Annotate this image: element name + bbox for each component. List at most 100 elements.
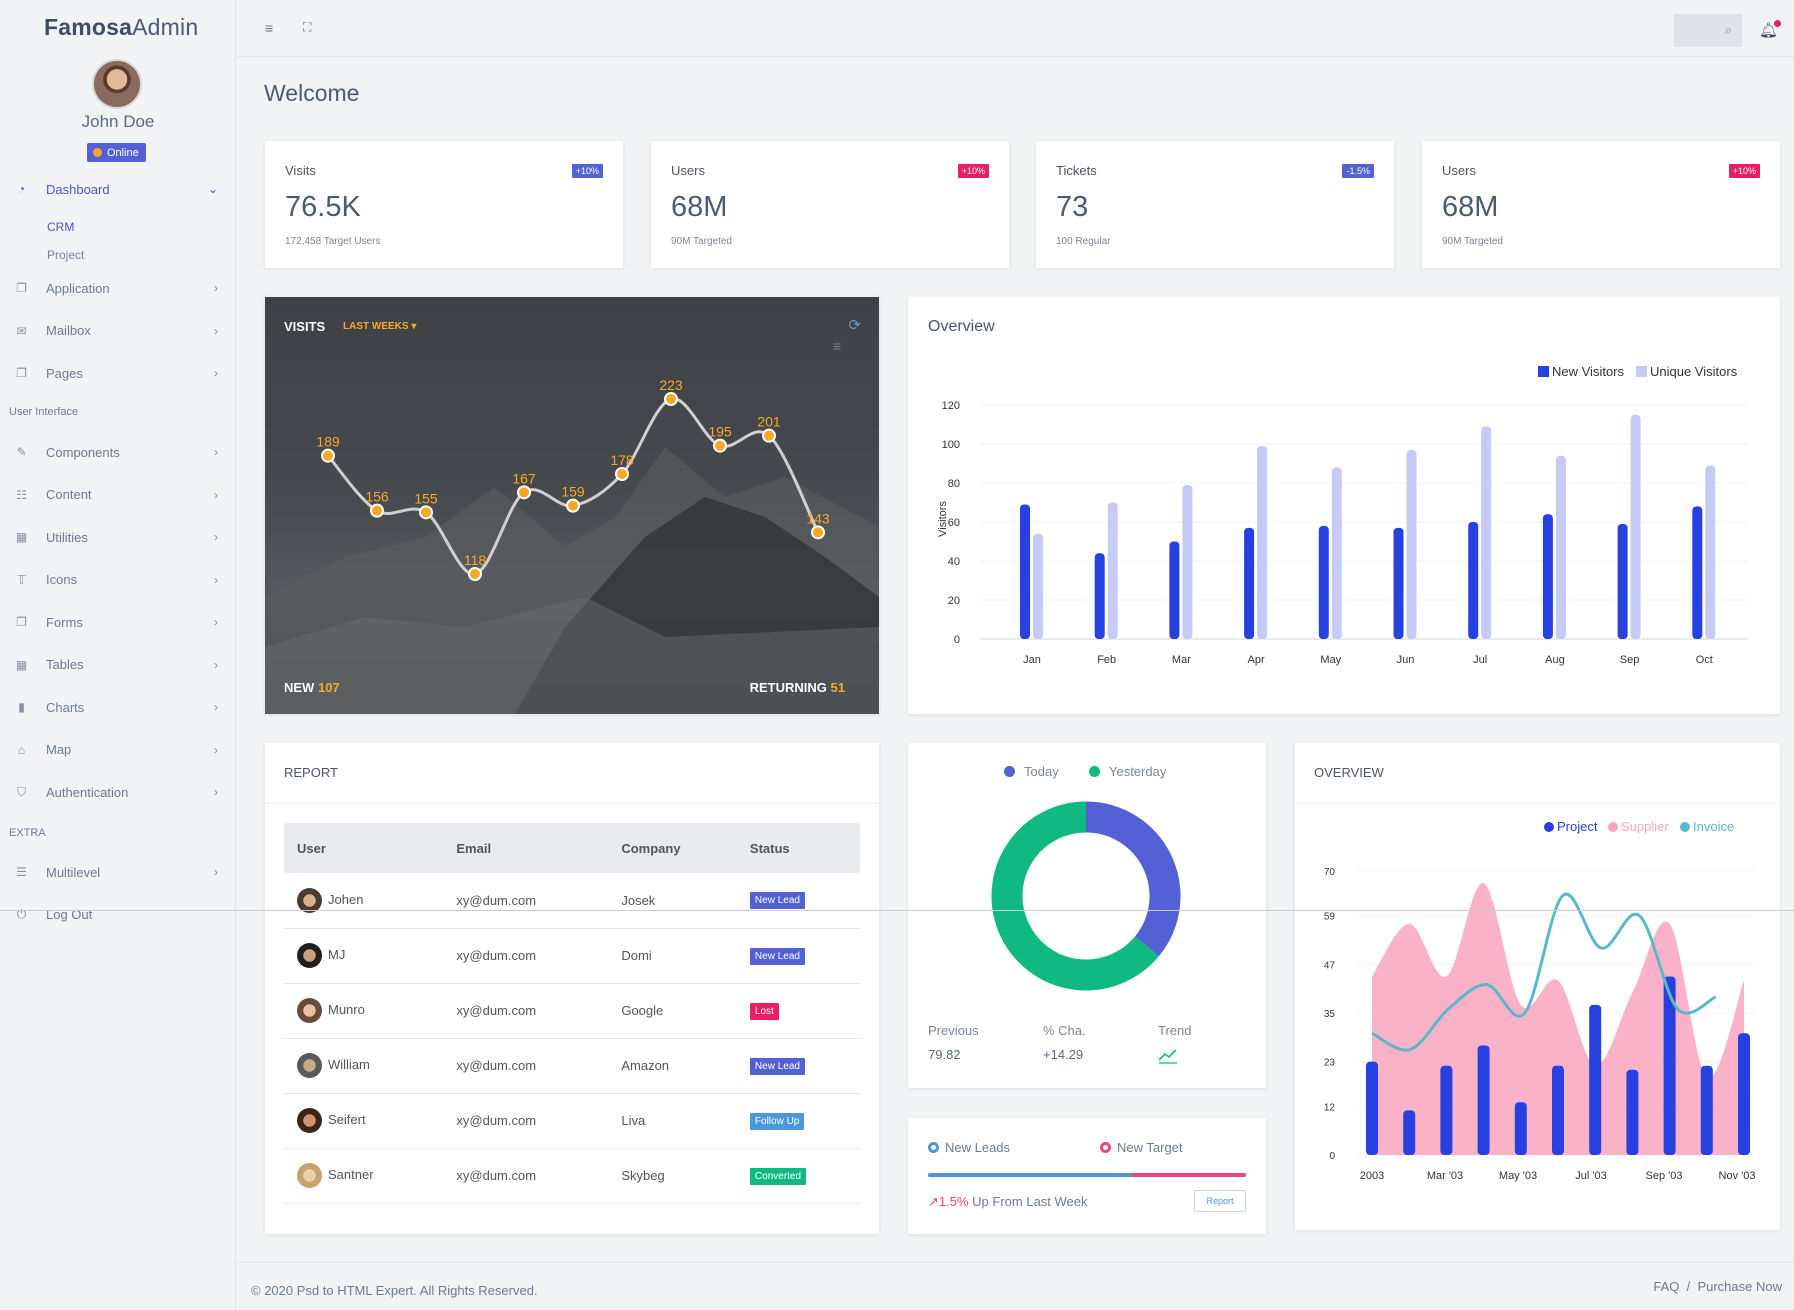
y-tick-label: 59 [1324,912,1336,923]
bar-unique-visitors [1406,449,1417,639]
status-cell: Converted [736,1148,860,1204]
stat-value: 73 [1056,191,1089,223]
bar-unique-visitors [1331,467,1342,639]
visits-data-label: 201 [757,414,781,430]
bar-project [1589,1004,1602,1155]
avatar [297,1108,322,1133]
charts-icon: ▮ [18,700,25,714]
user-cell: Seifert [284,1093,444,1149]
leads-progress-bar [928,1173,1246,1177]
sidebar-item-application[interactable]: ❐ Application › [0,273,236,303]
sidebar-item-forms[interactable]: ❒ Forms › [0,607,236,637]
table-header-status[interactable]: Status [736,823,860,873]
stat-subtitle: 172,458 Target Users [285,236,381,247]
user-avatar[interactable] [92,59,142,109]
sidebar-item-mailbox[interactable]: ✉ Mailbox › [0,316,236,346]
notification-bell-icon[interactable]: 🔔︎ [1759,20,1782,39]
visits-point [370,503,384,518]
sidebar-item-authentication[interactable]: ⛉ Authentication › [0,777,236,807]
stat-value: 76.5K [285,191,361,223]
visits-point [811,525,825,540]
sidebar-item-tables[interactable]: ▦ Tables › [15,657,218,672]
legend-dot-icon [1544,822,1554,832]
status-badge: Online [87,143,146,162]
bar-new-visitors [1692,506,1703,639]
fullscreen-icon[interactable]: ⛶ [303,20,312,34]
stat-badge: -1.5% [1342,164,1374,178]
purchase-now-link[interactable]: Purchase Now [1697,1279,1782,1294]
user-cell: Munro [284,983,444,1039]
trend-up-icon: ↗ [928,1194,939,1209]
footer: © 2020 Psd to HTML Expert. All Rights Re… [237,1262,1794,1310]
status-cell: New Lead [736,873,860,929]
table-row[interactable]: Santner xy@dum.com Skybeg Converted [284,1148,860,1204]
multilevel-icon: ☰ [16,865,27,879]
user-cell: Santner [284,1148,444,1204]
sidebar-item-logout[interactable]: ⏻ Log Out [0,899,236,929]
sidebar-item-content[interactable]: ☷ Content › [0,480,236,510]
table-row[interactable]: Seifert xy@dum.com Liva Follow Up [284,1093,860,1149]
report-button[interactable]: Report [1194,1190,1246,1212]
status-dot-icon [93,148,102,157]
stat-card-tickets: Tickets 73 100 Regular -1.5% [1036,141,1394,268]
invoice-line [1371,892,1717,1052]
table-row[interactable]: William xy@dum.com Amazon New Lead [284,1038,860,1094]
search-input[interactable]: ⌕ [1674,14,1742,47]
visits-line-chart: 189 156 155 118 167 159 178 223 195 201 143 [316,377,830,581]
status-badge: New Lead [749,892,805,910]
table-row[interactable]: MJ xy@dum.com Domi New Lead [284,928,860,984]
sidebar-item-utilities[interactable]: ▦ Utilities › [15,529,218,545]
sidebar-subitem-crm[interactable]: CRM [47,220,75,234]
sidebar-item-components[interactable]: ✎ Components › [0,437,236,467]
bar-new-visitors [1020,504,1030,639]
email-cell: xy@dum.com [443,983,609,1039]
x-tick-label: Jul '03 [1575,1170,1606,1182]
period-dropdown[interactable]: LAST WEEKS ▾ [343,321,417,332]
visits-point [517,485,531,500]
stat-badge: +10% [957,164,989,178]
sidebar-item-dashboard[interactable]: ◔ Dashboard ⌄ [0,174,236,204]
change-label: % Cha. [1043,1023,1086,1038]
sidebar-item-charts[interactable]: ▮ Charts › [0,692,236,722]
stat-value: 68M [1442,191,1499,223]
stat-subtitle: 90M Targeted [671,236,732,247]
table-header-user[interactable]: User [284,823,444,873]
tables-icon: ▦ [15,657,28,672]
bar-project [1477,1045,1490,1155]
donut-chart-card: Today Yesterday Previous % Cha. Trend 79… [908,743,1266,1088]
status-cell: New Lead [736,928,860,984]
application-icon: ❐ [16,281,27,295]
x-tick-label: Sep '03 [1646,1170,1683,1182]
overview2-title: OVERVIEW [1314,765,1384,780]
x-tick-label: Apr [1248,654,1265,666]
menu-toggle-icon[interactable]: ≡ [265,20,274,36]
brand-logo[interactable]: FamosaAdmin [44,14,199,40]
table-row[interactable]: Johen xy@dum.com Josek New Lead [284,873,860,929]
faq-link[interactable]: FAQ [1653,1279,1680,1294]
sidebar-subitem-project[interactable]: Project [47,248,85,262]
legend-label: Invoice [1693,819,1734,834]
stat-title: Tickets [1056,163,1097,178]
sidebar-item-map[interactable]: ⌂ Map › [0,735,236,765]
report-table: User Email Company Status Johen xy@dum.com Jo… [284,823,860,1204]
bar-project [1663,976,1676,1155]
report-card: REPORT User Email Company Status Johen xy@du… [265,743,879,1234]
refresh-icon[interactable]: ⟳ [848,317,861,334]
legend-today: Today [1004,764,1059,779]
bar-project [1700,1065,1713,1155]
card-menu-icon[interactable]: ≡ [832,338,841,354]
company-cell: Amazon [608,1038,737,1094]
sidebar-item-pages[interactable]: ❐ Pages › [0,358,236,388]
section-heading-ui: User Interface [9,406,79,418]
status-badge: New Lead [749,1057,805,1075]
table-header-company[interactable]: Company [608,823,737,873]
chevron-down-icon: ⌄ [207,182,218,196]
leads-card: New Leads New Target ↗1.5% Up From Last … [908,1118,1266,1234]
overview-mixed-chart: 0 12 23 35 47 59 70 2003 Mar '03 May '03 Jul '03 Se… [1324,819,1756,1182]
sidebar-item-icons[interactable]: 𝕋 Icons › [0,565,236,595]
topbar: ≡ ⛶ [237,0,1794,57]
table-row[interactable]: Munro xy@dum.com Google Lost [284,983,860,1039]
sidebar-item-multilevel[interactable]: ☰ Multilevel › [0,857,236,887]
sidebar: FamosaAdmin John Doe Online ◔ Dashboard … [0,0,236,1310]
table-header-email[interactable]: Email [443,823,609,873]
